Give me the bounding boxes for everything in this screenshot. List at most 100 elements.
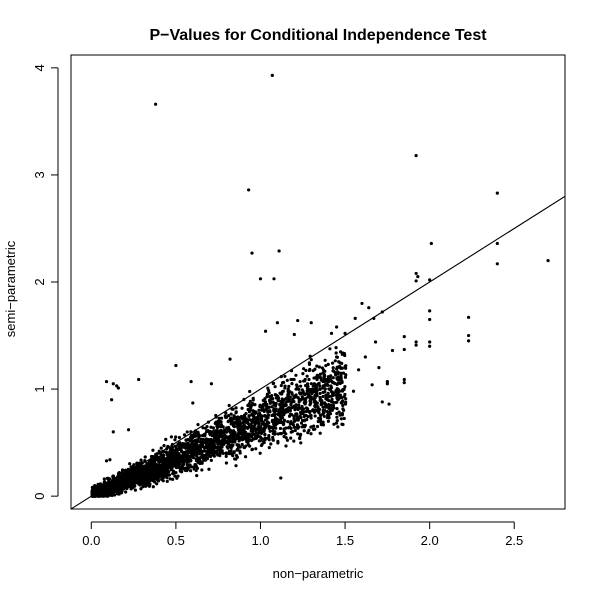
data-point — [207, 454, 211, 458]
data-point — [305, 392, 309, 396]
data-point — [546, 258, 550, 263]
data-point — [242, 445, 246, 449]
data-point — [306, 431, 310, 435]
data-point — [221, 425, 225, 429]
data-point — [414, 340, 418, 344]
data-point — [301, 389, 305, 394]
data-point — [402, 377, 406, 382]
data-point — [290, 400, 294, 404]
data-point — [277, 418, 281, 422]
data-point — [232, 433, 236, 437]
data-point — [215, 424, 219, 428]
data-point — [323, 387, 327, 391]
data-point — [133, 488, 138, 492]
data-point — [174, 471, 178, 475]
data-point — [153, 102, 158, 106]
data-point — [248, 404, 252, 408]
data-point — [125, 477, 129, 481]
data-point — [253, 422, 257, 426]
data-point — [271, 438, 275, 442]
data-point — [323, 369, 327, 373]
data-point — [331, 376, 335, 380]
data-point — [331, 369, 335, 373]
data-point — [278, 431, 282, 436]
data-point — [177, 455, 182, 459]
data-point — [340, 395, 344, 400]
data-point — [106, 494, 110, 498]
data-point — [273, 410, 277, 414]
data-point — [102, 481, 107, 485]
plot-frame — [70, 54, 566, 510]
data-point — [156, 477, 160, 481]
data-point — [216, 434, 220, 438]
data-point — [324, 393, 328, 397]
data-point — [218, 431, 222, 436]
data-point — [216, 442, 220, 446]
data-point — [245, 426, 249, 430]
data-point — [236, 444, 240, 448]
data-point — [305, 407, 309, 411]
data-point — [144, 484, 148, 488]
data-point — [195, 473, 199, 478]
data-point — [258, 428, 263, 432]
data-point — [313, 404, 317, 408]
data-point — [343, 384, 347, 389]
data-point — [289, 377, 293, 382]
data-point — [273, 385, 277, 389]
data-point — [335, 365, 339, 369]
data-point — [177, 458, 181, 463]
data-point — [297, 400, 301, 404]
data-point — [236, 426, 240, 430]
data-point — [323, 401, 327, 405]
data-point — [304, 396, 308, 401]
data-point — [260, 422, 264, 426]
data-point — [194, 468, 198, 473]
data-point — [380, 400, 384, 404]
data-point — [282, 434, 286, 439]
data-point — [102, 477, 106, 481]
data-point — [215, 438, 219, 443]
data-point — [272, 422, 276, 426]
data-point — [240, 421, 245, 425]
data-point — [133, 484, 137, 488]
chart-title: P−Values for Conditional Independence Te… — [149, 27, 487, 44]
data-point — [211, 426, 215, 430]
data-point — [336, 397, 340, 401]
data-point — [292, 377, 296, 382]
data-point — [316, 382, 320, 386]
data-point — [252, 412, 256, 416]
x-tick-label: 2.0 — [421, 533, 439, 548]
data-point — [301, 372, 305, 376]
data-point — [162, 460, 167, 464]
data-point — [286, 387, 290, 391]
data-point — [313, 396, 317, 400]
data-point — [186, 441, 190, 446]
data-point — [229, 416, 233, 420]
data-point — [208, 431, 212, 435]
data-point — [282, 419, 286, 423]
data-point — [194, 454, 199, 458]
data-point — [336, 381, 340, 385]
data-point — [202, 449, 207, 453]
data-point — [151, 485, 155, 489]
data-point — [267, 394, 272, 399]
data-point — [247, 188, 251, 192]
data-point — [303, 418, 307, 422]
data-point — [343, 392, 347, 397]
data-point — [229, 449, 233, 453]
data-point — [191, 435, 195, 440]
data-point — [335, 411, 339, 416]
data-point — [251, 424, 256, 428]
data-point — [339, 417, 343, 421]
data-point — [278, 403, 283, 407]
data-point — [209, 382, 214, 386]
data-point — [164, 465, 168, 469]
data-point — [340, 422, 344, 426]
data-point — [284, 426, 288, 430]
data-point — [340, 361, 344, 365]
data-point — [250, 448, 254, 452]
data-point — [402, 381, 406, 385]
data-point — [321, 408, 325, 412]
data-point — [297, 387, 301, 391]
data-point — [191, 401, 195, 405]
